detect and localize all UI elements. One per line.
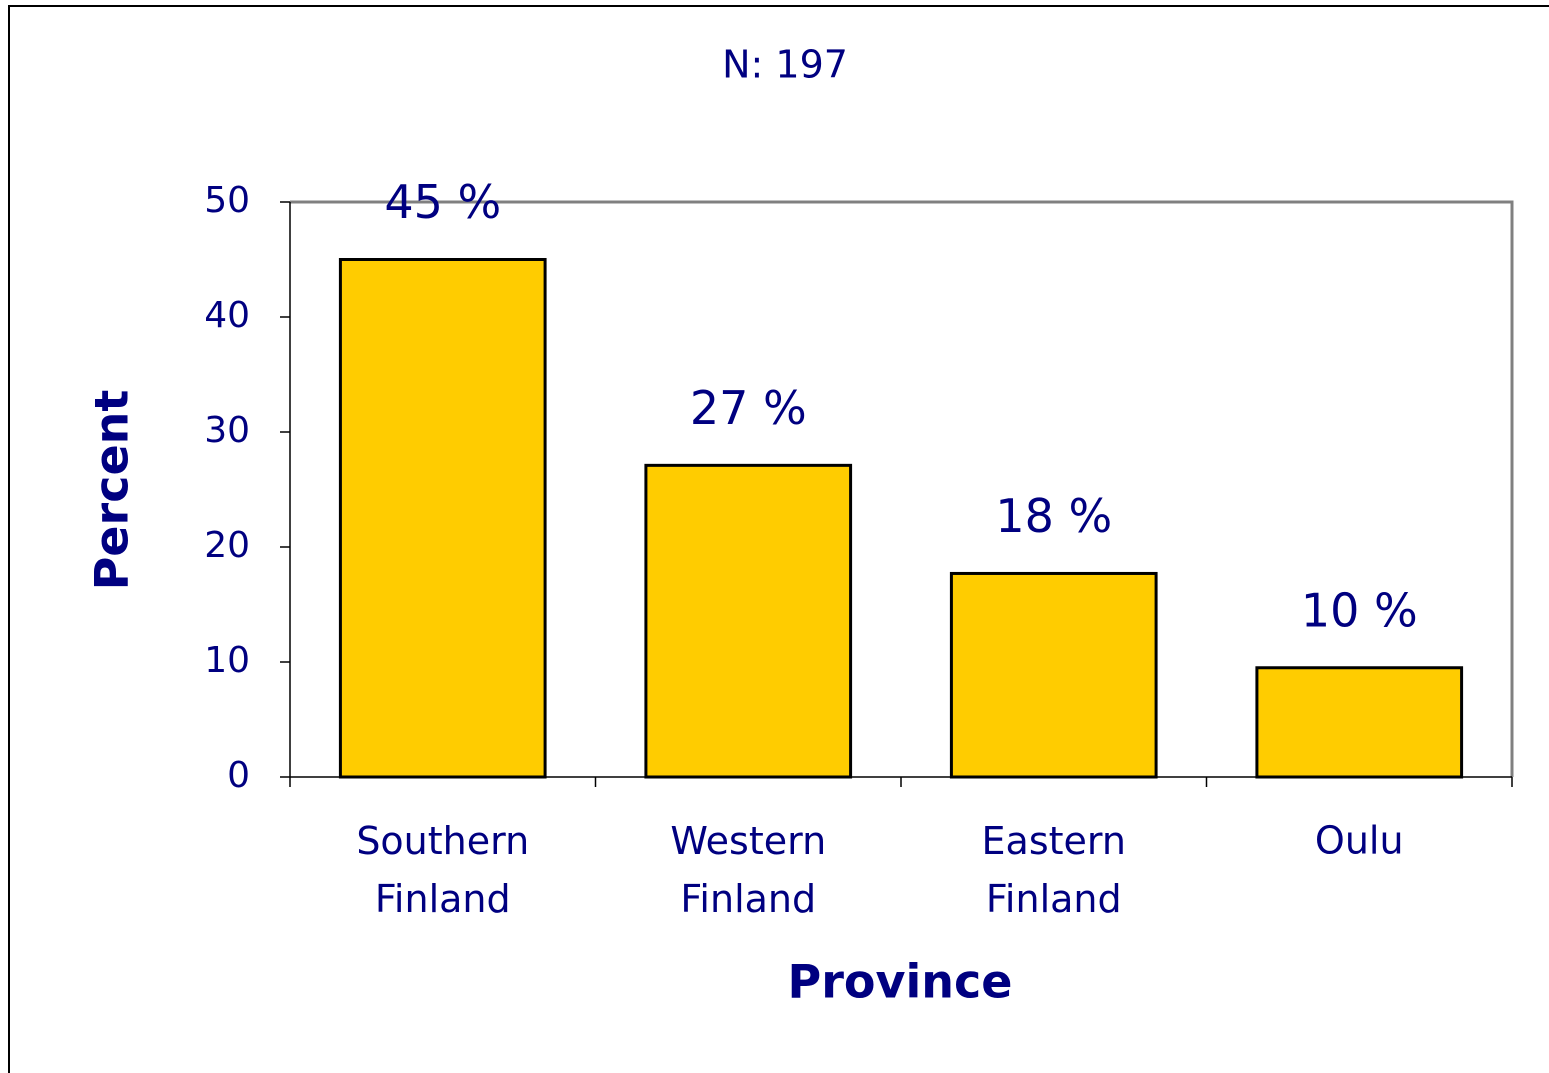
- y-tick-label: 40: [204, 295, 250, 336]
- y-tick-label: 30: [204, 410, 250, 451]
- x-axis-title: Province: [788, 955, 1013, 1009]
- y-tick-label: 50: [204, 180, 250, 221]
- bar: [644, 463, 853, 779]
- bar: [1255, 666, 1464, 779]
- plot-frame: [290, 200, 1514, 777]
- y-tick-label: 10: [204, 640, 250, 681]
- value-label: 27 %: [690, 381, 807, 435]
- x-tick-label: Eastern Finland: [982, 819, 1126, 921]
- x-tick-label-line: Southern: [356, 819, 529, 863]
- outer-frame: [8, 5, 1549, 1073]
- value-label: 45 %: [384, 175, 501, 229]
- x-tick-label-line: Western: [670, 819, 826, 863]
- x-tick-label-line: Finland: [680, 877, 816, 921]
- bar: [338, 258, 547, 779]
- y-axis-title: Percent: [85, 390, 139, 591]
- x-tick-label-line: Finland: [986, 877, 1122, 921]
- y-tick-label: 20: [204, 525, 250, 566]
- chart-title: N: 197: [722, 43, 848, 87]
- value-label: 18 %: [995, 489, 1112, 543]
- x-tick-label-line: Finland: [375, 877, 511, 921]
- x-tick-label: Oulu: [1315, 819, 1404, 863]
- x-tick-label-line: Eastern: [982, 819, 1126, 863]
- y-tick-label: 0: [227, 755, 250, 796]
- x-tick-label: Southern Finland: [356, 819, 529, 921]
- value-label: 10 %: [1301, 583, 1418, 637]
- bar: [949, 571, 1158, 779]
- x-tick-label: Western Finland: [670, 819, 826, 921]
